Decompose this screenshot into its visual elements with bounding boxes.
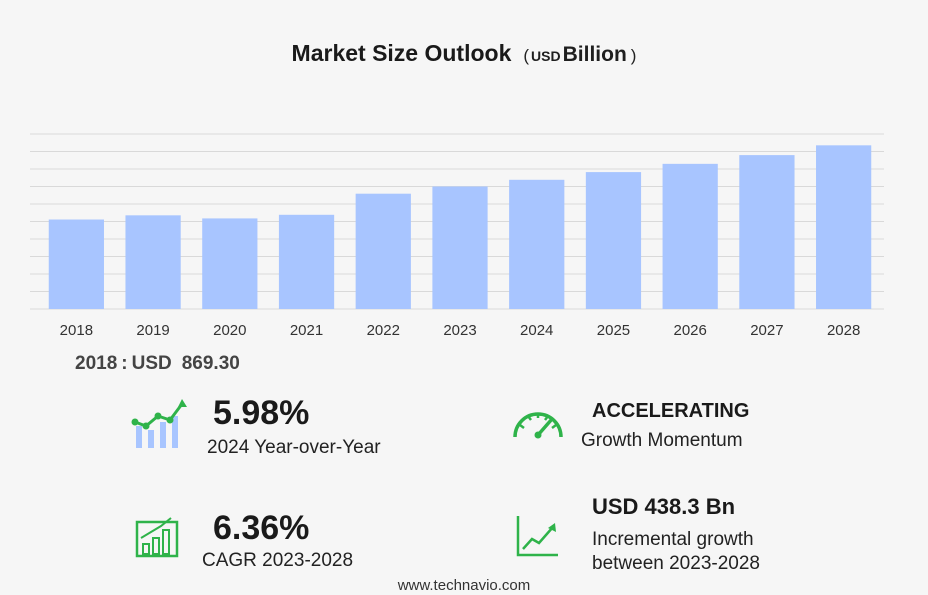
momentum-value: ACCELERATING bbox=[592, 400, 750, 422]
x-tick-label-2028: 2028 bbox=[827, 322, 860, 339]
cagr-label: CAGR 2023-2028 bbox=[202, 550, 354, 571]
chart-title-main: Market Size Outlook bbox=[291, 40, 512, 66]
x-tick-label-2026: 2026 bbox=[673, 322, 706, 339]
unit-scale: Billion bbox=[562, 43, 627, 66]
trend-line-icon bbox=[516, 516, 558, 557]
incremental-label-line1: Incremental growth bbox=[592, 529, 754, 550]
x-tick-label-2019: 2019 bbox=[136, 322, 169, 339]
incremental-value: USD 438.3 Bn bbox=[592, 494, 736, 519]
yoy-label: 2024 Year-over-Year bbox=[207, 437, 381, 458]
x-tick-label-2018: 2018 bbox=[60, 322, 93, 339]
x-tick-label-2021: 2021 bbox=[290, 322, 323, 339]
x-tick-label-2020: 2020 bbox=[213, 322, 246, 339]
unit-currency: USD bbox=[531, 48, 561, 64]
bar-2028 bbox=[816, 145, 872, 309]
footer-source: www.technavio.com bbox=[397, 577, 531, 594]
bar-chart: 2018 2019 2020 2021 2022 2023 2024 2025 2026 2027… bbox=[30, 133, 884, 339]
cagr-value: 6.36% bbox=[213, 509, 310, 547]
bar-2020 bbox=[202, 218, 258, 309]
x-tick-label-2022: 2022 bbox=[367, 322, 400, 339]
bar-2019 bbox=[125, 215, 181, 309]
base-year: 2018 bbox=[75, 353, 118, 374]
x-tick-label-2024: 2024 bbox=[520, 322, 553, 339]
bar-2021 bbox=[278, 214, 335, 309]
bar-2023 bbox=[432, 186, 488, 309]
base-year-currency: USD bbox=[131, 353, 172, 374]
base-year-amount: 869.30 bbox=[181, 353, 240, 374]
x-tick-label-2027: 2027 bbox=[750, 322, 783, 339]
bar-2026 bbox=[662, 163, 718, 309]
bar-2025 bbox=[585, 172, 642, 309]
unit-open-paren: ( bbox=[523, 46, 530, 65]
incremental-label-line2: between 2023-2028 bbox=[592, 553, 760, 574]
base-year-value: 2018: USD 869.30 bbox=[75, 353, 240, 375]
bar-2024 bbox=[509, 179, 565, 309]
chart-title: Market Size Outlook (USDBillion) bbox=[0, 40, 928, 67]
speedometer-icon bbox=[513, 412, 563, 439]
x-tick-label-2025: 2025 bbox=[597, 322, 630, 339]
bar-growth-icon bbox=[135, 517, 179, 558]
rising-bars-icon bbox=[131, 399, 187, 448]
bar-2022 bbox=[355, 193, 411, 309]
bar-2027 bbox=[739, 155, 795, 309]
momentum-label: Growth Momentum bbox=[581, 430, 743, 451]
unit-close-paren: ) bbox=[630, 46, 637, 65]
base-year-separator: : bbox=[121, 353, 128, 374]
x-tick-label-2023: 2023 bbox=[443, 322, 476, 339]
yoy-value: 5.98% bbox=[213, 394, 310, 432]
bar-2018 bbox=[48, 219, 104, 309]
